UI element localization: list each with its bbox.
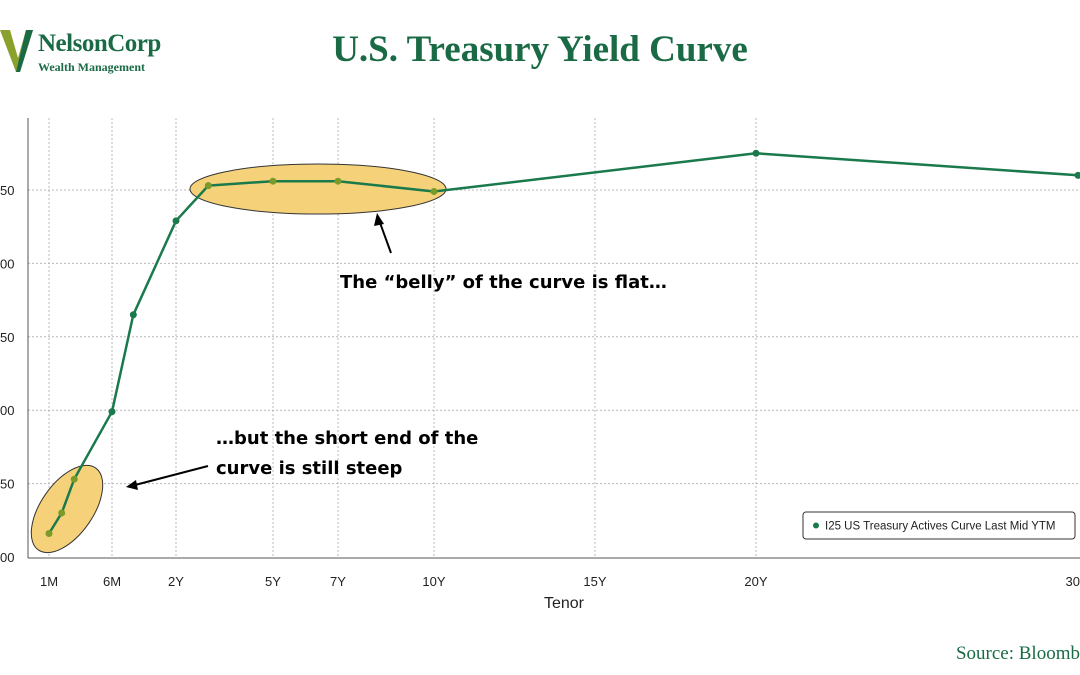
y-tick-label: 50 bbox=[0, 477, 14, 492]
y-tick-label: 00 bbox=[0, 256, 14, 271]
axes: 1M 6M 2Y 5Y 7Y 10Y 15Y 20Y 30 00 50 00 50 00 50 Tenor bbox=[0, 118, 1080, 612]
legend-box bbox=[802, 511, 1076, 540]
data-point-30y bbox=[1074, 171, 1080, 179]
data-point-20y bbox=[752, 149, 760, 157]
legend-marker bbox=[813, 522, 819, 529]
y-tick-label: 00 bbox=[0, 403, 14, 418]
annotation-short-end-line1: …but the short end of the bbox=[216, 428, 478, 449]
data-point-1m bbox=[45, 530, 53, 538]
series-layer bbox=[45, 149, 1080, 538]
x-tick-label: 30 bbox=[1066, 574, 1080, 589]
y-tick-label: 00 bbox=[0, 550, 14, 565]
x-tick-label: 1M bbox=[40, 574, 58, 589]
x-tick-label: 7Y bbox=[330, 574, 346, 589]
data-point-10y bbox=[430, 187, 438, 195]
x-tick-label: 10Y bbox=[422, 574, 445, 589]
data-point-5y bbox=[269, 177, 277, 185]
nelsoncorp-logo: NelsonCorp Wealth Management bbox=[0, 24, 180, 76]
x-axis-title: Tenor bbox=[544, 595, 585, 612]
data-point-3y bbox=[204, 182, 212, 190]
data-point-2m bbox=[58, 509, 66, 517]
arrow-head-short-end-icon bbox=[126, 480, 138, 490]
logo-name: NelsonCorp bbox=[38, 30, 161, 57]
x-tick-label: 5Y bbox=[265, 574, 281, 589]
data-point-7y bbox=[334, 177, 342, 185]
x-tick-label: 15Y bbox=[583, 574, 606, 589]
data-point-2y bbox=[172, 217, 180, 225]
short-end-highlight-ellipse bbox=[30, 464, 104, 554]
annotation-belly: The “belly” of the curve is flat… bbox=[340, 272, 667, 293]
page-title: U.S. Treasury Yield Curve bbox=[332, 29, 748, 70]
y-tick-label: 50 bbox=[0, 183, 14, 198]
y-tick-label: 50 bbox=[0, 330, 14, 345]
logo-subtitle: Wealth Management bbox=[38, 60, 145, 74]
x-tick-label: 2Y bbox=[168, 574, 184, 589]
annotation-short-end-line2: curve is still steep bbox=[216, 458, 403, 479]
annotation-arrow-short-end bbox=[134, 465, 209, 486]
annotations: The “belly” of the curve is flat… …but t… bbox=[126, 213, 667, 490]
x-tick-label: 6M bbox=[103, 574, 121, 589]
legend: I25 US Treasury Actives Curve Last Mid Y… bbox=[802, 511, 1076, 540]
data-point-6m bbox=[108, 408, 116, 416]
legend-label: I25 US Treasury Actives Curve Last Mid Y… bbox=[825, 521, 1056, 533]
data-point-1y bbox=[129, 311, 137, 319]
logo-mark-icon bbox=[0, 30, 33, 72]
source-note: Source: Bloomb bbox=[955, 643, 1080, 664]
data-point-3m bbox=[70, 475, 78, 483]
series-line bbox=[47, 152, 1079, 535]
grid bbox=[28, 118, 1080, 558]
x-tick-label: 20Y bbox=[744, 574, 767, 589]
annotation-arrow-belly bbox=[378, 219, 392, 254]
arrow-head-belly-icon bbox=[374, 213, 384, 226]
